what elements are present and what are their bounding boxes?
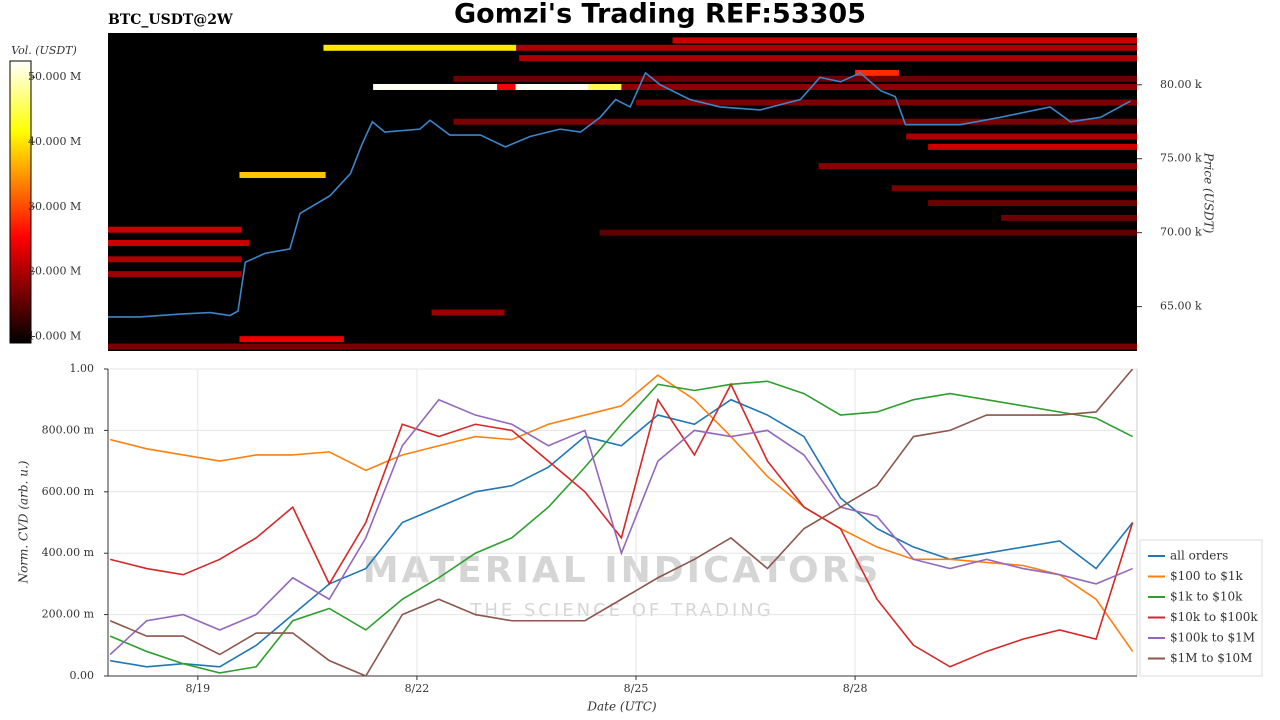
heatmap-subtitle: BTC_USDT@2W [108,12,233,28]
heat-band [599,229,1137,236]
watermark-title: MATERIAL INDICATORS [363,550,882,591]
legend-label: all orders [1170,549,1228,563]
heat-band [1001,214,1137,221]
heat-band [621,83,1137,90]
heat-band [519,55,1137,62]
heat-band [239,336,344,343]
series-line [110,398,1134,668]
heat-band [453,118,1138,125]
x-tick-label: 8/22 [405,682,430,695]
heat-band [588,83,622,90]
heat-band [636,99,1137,106]
legend-box [1139,539,1263,677]
heat-band [431,309,505,316]
series-line [109,374,1134,652]
y-axis-label: Price (USDT) [1202,152,1216,234]
heat-band [515,83,589,90]
y-axis-label: Norm. CVD (arb. u.) [17,460,31,584]
x-axis-label: Date (UTC) [586,700,656,714]
heat-band [239,171,326,178]
y-tick-label: 1.00 [70,362,95,375]
legend-label: $1k to $10k [1170,590,1243,604]
legend-label: $10k to $100k [1170,610,1258,624]
y-tick-label: 75.00 k [1160,152,1202,165]
colorbar-tick-label: 10.000 M [28,330,81,343]
x-tick-label: 8/25 [624,682,649,695]
heat-band [323,44,517,51]
series-line [109,398,1133,656]
series-line [109,382,1134,668]
price-line [108,71,1131,318]
heat-band [928,200,1137,207]
heat-band [373,83,498,90]
heat-band [818,163,1137,170]
x-tick-label: 8/19 [185,682,210,695]
series-line [109,369,1134,676]
heat-band [906,133,1137,140]
series-group [109,369,1134,676]
colorbar [9,60,32,344]
page-title: Gomzi's Trading REF:53305 [454,0,866,30]
series-line [109,380,1133,674]
heat-band [108,271,242,278]
y-tick-label: 65.00 k [1160,300,1202,313]
colorbar-tick-label: 30.000 M [28,200,81,213]
heat-band [497,83,516,90]
y-tick-label: 70.00 k [1160,226,1202,239]
heat-band [453,75,1138,82]
heat-band [928,143,1137,150]
y-tick-label: 400.00 m [42,546,95,559]
line-plot-area [107,368,1138,677]
colorbar-tick-label: 50.000 M [28,70,81,83]
y-tick-label: 600.00 m [42,485,95,498]
heat-band [108,256,242,263]
legend-label: $1M to $10M [1170,651,1252,665]
heat-band [108,343,1137,350]
heat-band [855,69,899,76]
watermark-subtitle: THE SCIENCE OF TRADING [469,600,773,621]
colorbar-label: Vol. (USDT) [11,44,77,57]
heat-band [672,37,1137,44]
heat-band [108,240,249,247]
x-tick-label: 8/28 [843,682,868,695]
y-tick-label: 200.00 m [42,608,95,621]
y-tick-label: 800.00 m [42,423,95,436]
colorbar-tick-label: 40.000 M [28,135,81,148]
colorbar-tick-label: 20.000 M [28,265,81,278]
legend-label: $100 to $1k [1170,569,1243,583]
heat-band [516,44,1137,51]
y-tick-label: 0.00 [70,669,95,682]
y-tick-label: 80.00 k [1160,78,1202,91]
heat-band [108,226,242,233]
heat-band [891,185,1137,192]
legend-label: $100k to $1M [1170,631,1255,645]
